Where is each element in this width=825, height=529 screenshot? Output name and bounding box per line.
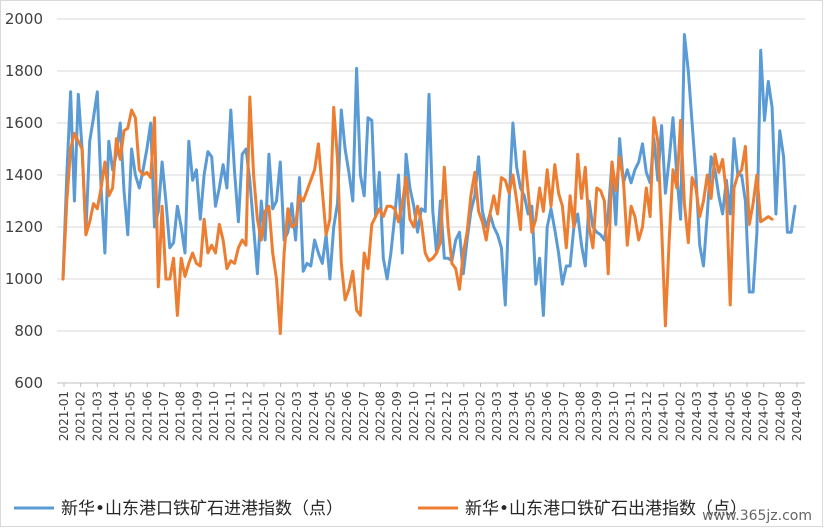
- x-tick-label: 2022-09: [390, 391, 404, 441]
- x-tick-label: 2021-08: [174, 391, 188, 441]
- x-tick-label: 2023-01: [457, 391, 471, 441]
- y-tick-label: 2000: [5, 10, 43, 28]
- y-tick-label: 1000: [5, 270, 43, 288]
- x-tick-label: 2024-07: [757, 391, 771, 441]
- x-tick-label: 2021-02: [74, 391, 88, 441]
- x-tick-label: 2021-09: [190, 391, 204, 441]
- y-tick-label: 1600: [5, 114, 43, 132]
- x-tick-label: 2022-05: [324, 391, 338, 441]
- x-tick-label: 2024-09: [790, 391, 804, 441]
- x-tick-label: 2022-03: [290, 391, 304, 441]
- y-tick-label: 600: [14, 374, 43, 392]
- series-layer: [61, 33, 797, 336]
- x-tick-label: 2023-04: [507, 391, 521, 441]
- x-axis-ticks: 2021-01 2021-02 2021-03 2021-04 2021-05 2021-…: [57, 383, 804, 441]
- legend-label: 新华•山东港口铁矿石进港指数（点）: [61, 499, 343, 519]
- x-tick-label: 2021-01: [57, 391, 71, 441]
- x-tick-label: 2022-10: [407, 391, 421, 441]
- x-tick-label: 2023-05: [523, 391, 537, 441]
- x-tick-label: 2023-02: [473, 391, 487, 441]
- x-tick-label: 2024-06: [740, 391, 754, 441]
- x-tick-label: 2023-03: [490, 391, 504, 441]
- watermark-text: www.365jz.com: [702, 508, 812, 524]
- series-line-inbound: [61, 33, 797, 317]
- x-tick-label: 2023-10: [607, 391, 621, 441]
- y-tick-label: 1800: [5, 62, 43, 80]
- x-tick-label: 2021-06: [140, 391, 154, 441]
- x-tick-label: 2024-08: [773, 391, 787, 441]
- x-tick-label: 2021-05: [124, 391, 138, 441]
- x-tick-label: 2024-05: [723, 391, 737, 441]
- x-tick-label: 2022-12: [440, 391, 454, 441]
- x-tick-label: 2021-12: [240, 391, 254, 441]
- x-tick-label: 2022-02: [274, 391, 288, 441]
- x-tick-label: 2021-03: [90, 391, 104, 441]
- x-tick-label: 2024-04: [707, 391, 721, 441]
- x-tick-label: 2021-11: [224, 391, 238, 441]
- x-tick-label: 2023-11: [623, 391, 637, 441]
- x-tick-label: 2022-07: [357, 391, 371, 441]
- series-line-outbound: [61, 95, 774, 336]
- x-tick-label: 2024-01: [657, 391, 671, 441]
- x-tick-label: 2023-12: [640, 391, 654, 441]
- x-tick-label: 2023-09: [590, 391, 604, 441]
- x-tick-label: 2021-10: [207, 391, 221, 441]
- x-tick-label: 2021-07: [157, 391, 171, 441]
- x-tick-label: 2023-06: [540, 391, 554, 441]
- x-tick-label: 2022-11: [424, 391, 438, 441]
- y-tick-label: 1400: [5, 166, 43, 184]
- x-tick-label: 2022-01: [257, 391, 271, 441]
- y-axis-ticks: 600 800 1000 1200 1400 1600 1800 2000: [5, 10, 43, 392]
- x-tick-label: 2024-03: [690, 391, 704, 441]
- x-tick-label: 2022-06: [340, 391, 354, 441]
- y-tick-label: 1200: [5, 218, 43, 236]
- x-tick-label: 2023-07: [557, 391, 571, 441]
- x-tick-label: 2024-02: [673, 391, 687, 441]
- legend-label: 新华•山东港口铁矿石出港指数（点）: [465, 499, 747, 519]
- legend: 新华•山东港口铁矿石进港指数（点） 新华•山东港口铁矿石出港指数（点）: [14, 499, 747, 519]
- y-tick-label: 800: [14, 322, 43, 340]
- x-tick-label: 2023-08: [573, 391, 587, 441]
- x-tick-label: 2022-04: [307, 391, 321, 441]
- x-tick-label: 2022-08: [374, 391, 388, 441]
- x-tick-label: 2021-04: [107, 391, 121, 441]
